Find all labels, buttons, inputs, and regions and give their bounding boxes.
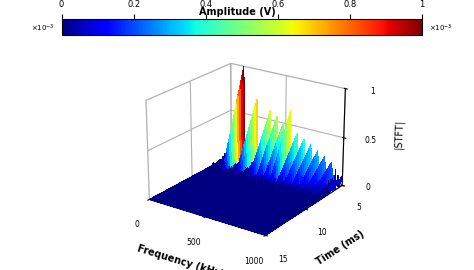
Text: $\times10^{-3}$: $\times10^{-3}$ — [429, 23, 453, 34]
X-axis label: Frequency (kHz): Frequency (kHz) — [136, 243, 225, 270]
Y-axis label: Time (ms): Time (ms) — [315, 229, 366, 267]
Text: Amplitude (V): Amplitude (V) — [199, 7, 275, 17]
Text: $\times10^{-3}$: $\times10^{-3}$ — [31, 23, 55, 34]
